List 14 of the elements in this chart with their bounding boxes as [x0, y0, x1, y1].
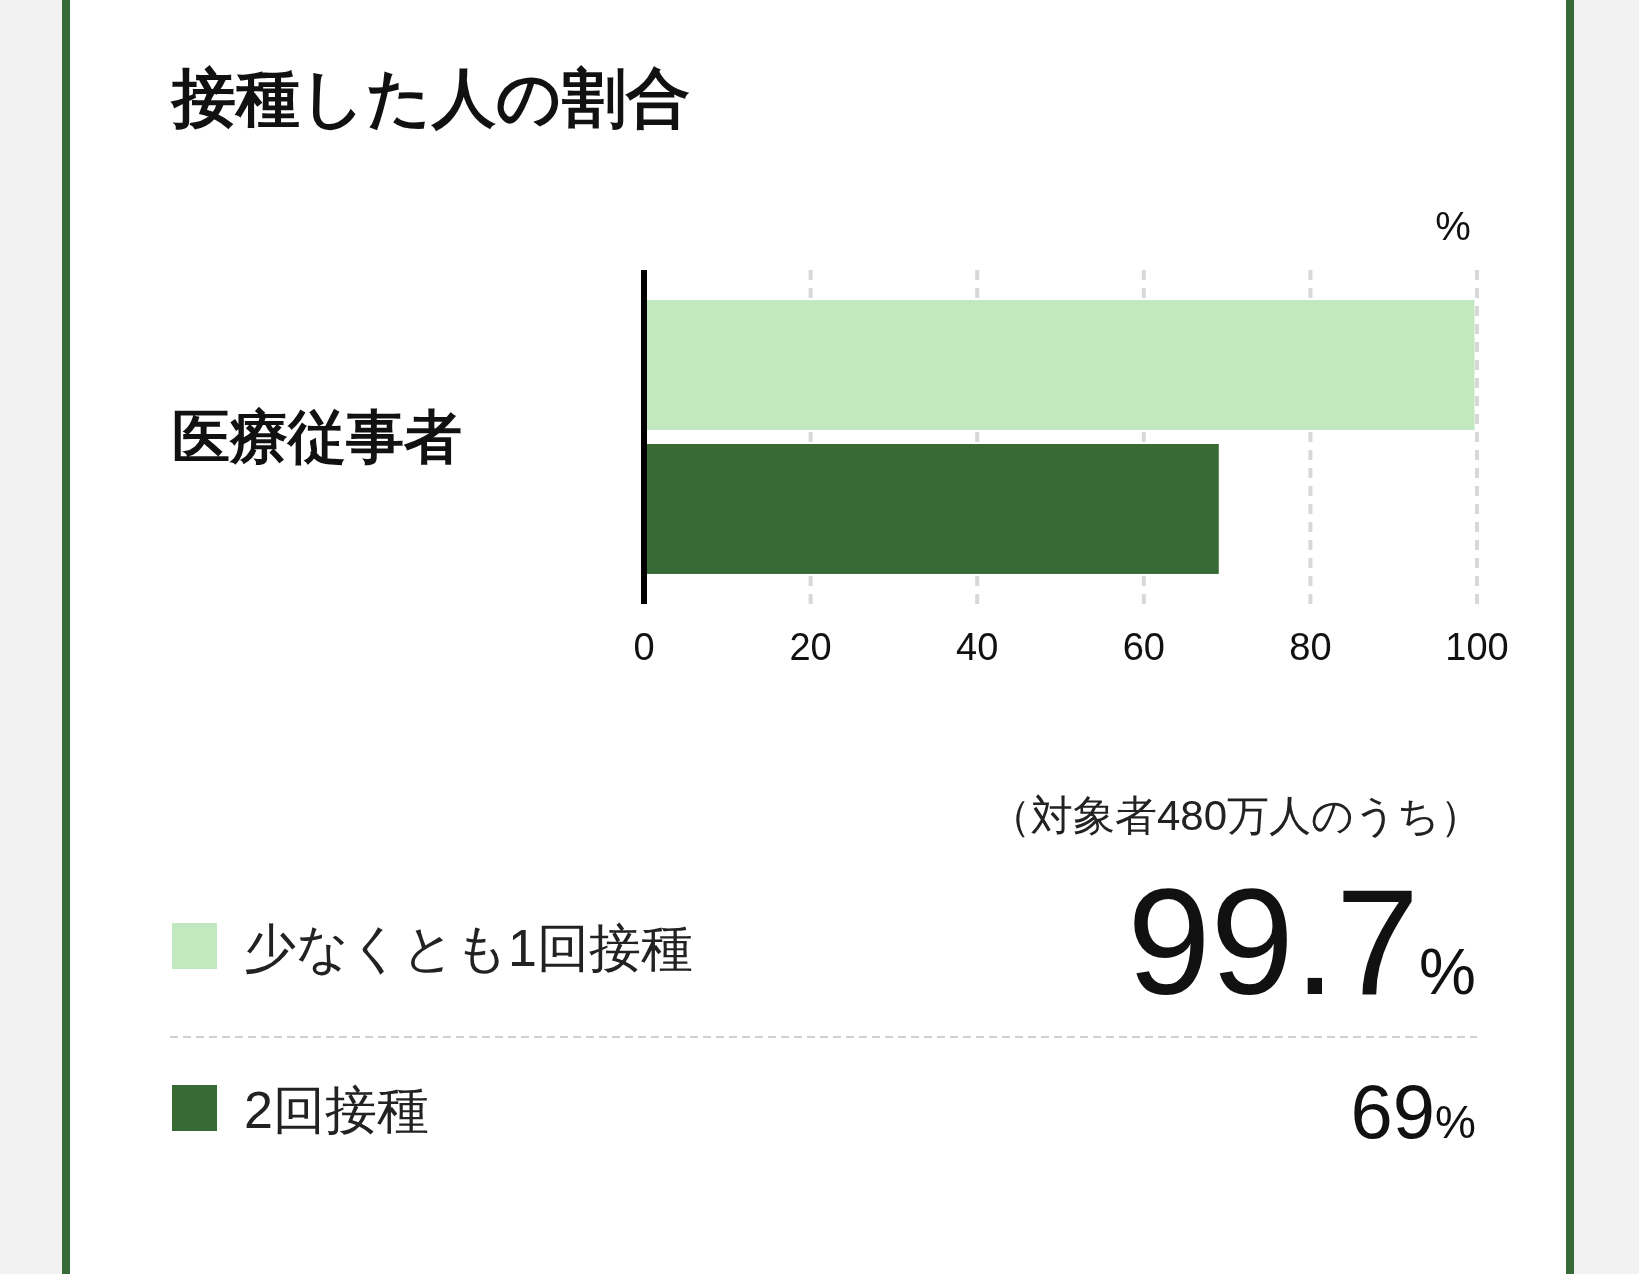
- x-tick-label: 80: [1289, 626, 1332, 668]
- x-tick-label: 60: [1122, 626, 1165, 668]
- x-tick-label: 40: [956, 626, 999, 668]
- x-tick-label: 20: [789, 626, 832, 668]
- text: 99.7%: [1127, 858, 1476, 1026]
- legend-label: 少なくとも1回接種: [244, 919, 693, 977]
- x-axis-title: %: [1435, 204, 1471, 248]
- chart-title: 接種した人の割合: [170, 62, 690, 134]
- x-tick-label: 0: [633, 626, 655, 668]
- text: （対象者480万人のうち）: [988, 792, 1482, 839]
- y-tick-label: 医療従事者: [172, 404, 462, 469]
- x-tick-label: 100: [1445, 626, 1509, 668]
- legend-label: 2回接種: [244, 1081, 429, 1139]
- text: 69%: [1350, 1069, 1476, 1154]
